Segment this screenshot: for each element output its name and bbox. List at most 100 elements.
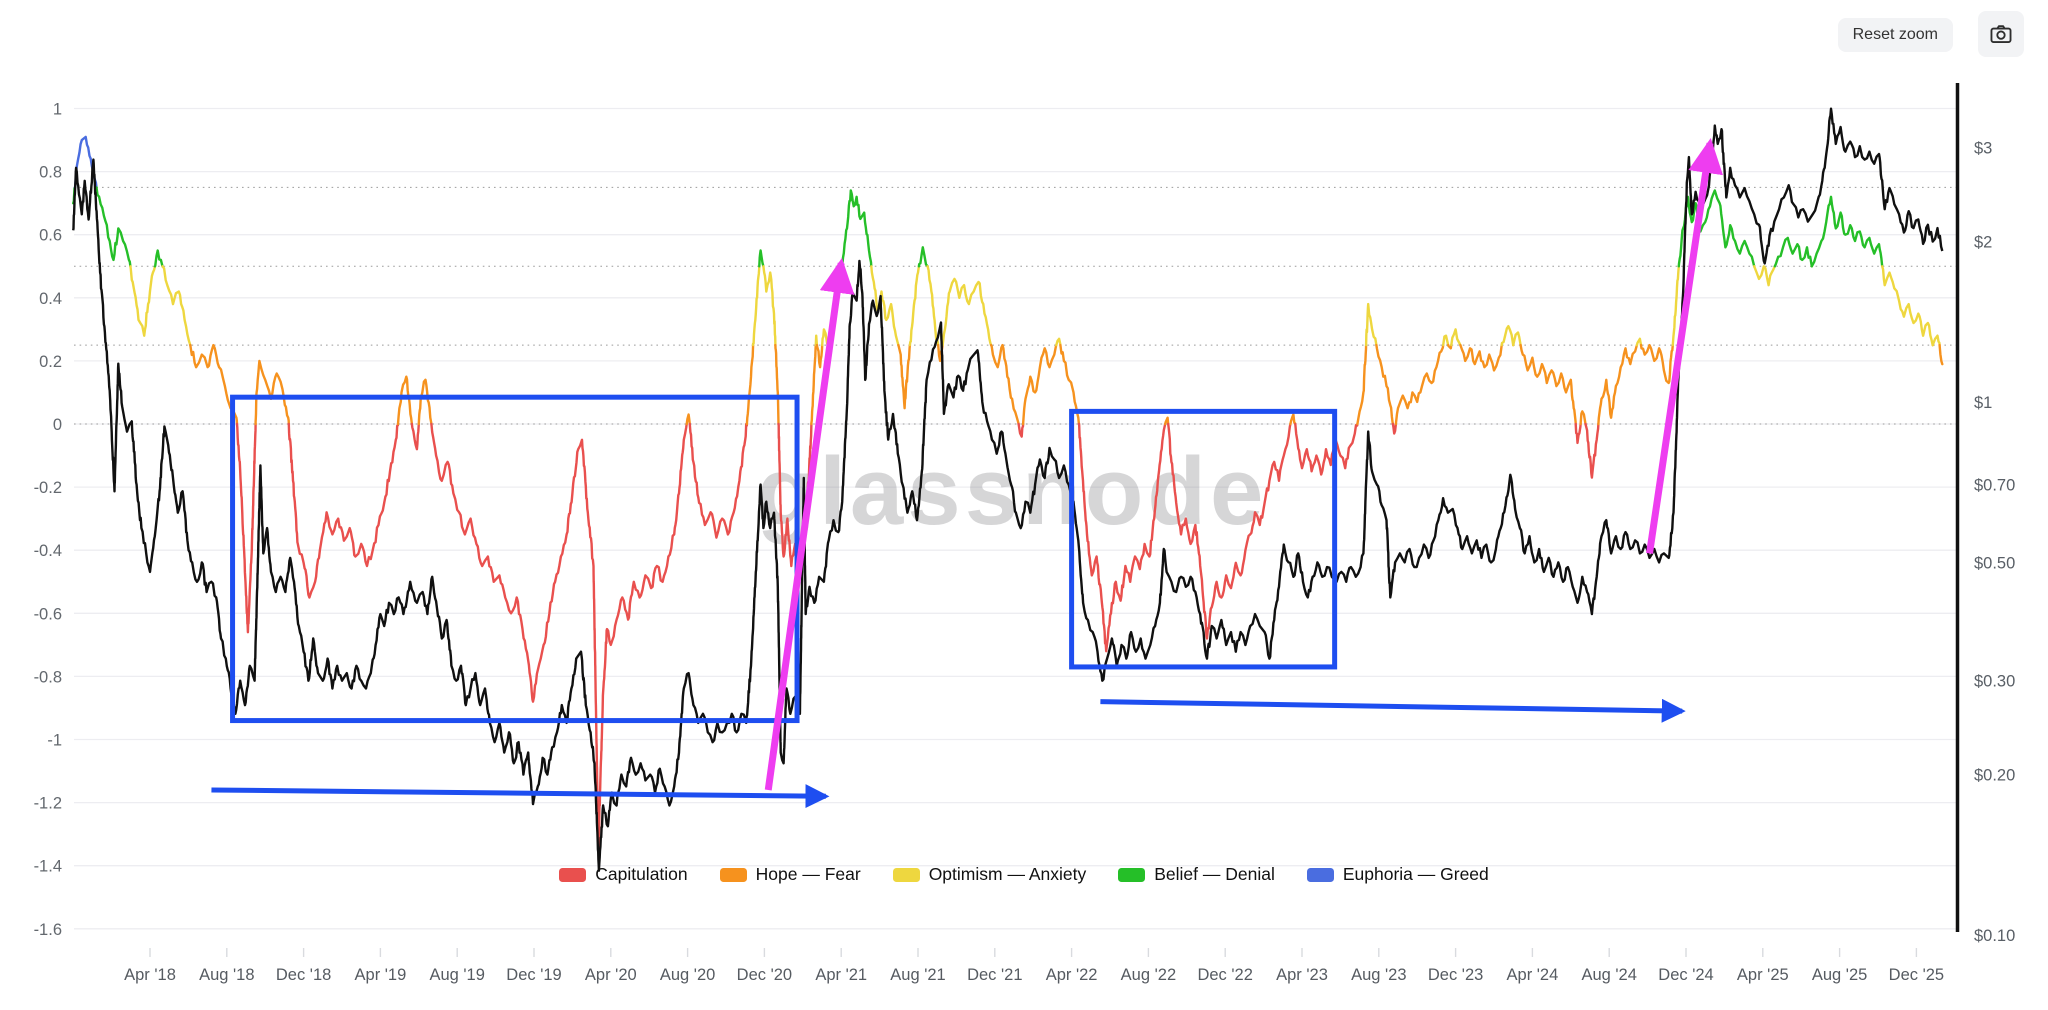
nupl-line-segment xyxy=(1810,195,1884,268)
nupl-line-segment xyxy=(189,343,239,426)
legend-label: Capitulation xyxy=(595,864,688,884)
nupl-line-segment xyxy=(1375,343,1395,426)
nupl-line-segment xyxy=(908,265,921,347)
nupl-line-segment xyxy=(1447,343,1453,350)
annotations-layer xyxy=(211,138,1723,809)
y-axis-left-label: -1.4 xyxy=(34,858,62,876)
y-axis-right-label: $0.70 xyxy=(1974,477,2015,495)
nupl-line-segment xyxy=(153,249,164,268)
nupl-line-segment xyxy=(1021,343,1058,426)
nupl-line-segment xyxy=(926,265,940,347)
annotation-arrow-right xyxy=(1100,698,1686,723)
y-axis-right-label: $0.10 xyxy=(1974,927,2015,945)
nupl-line-segment xyxy=(417,378,433,426)
legend-label: Belief — Denial xyxy=(1154,864,1275,884)
y-axis-left-label: -0.8 xyxy=(34,668,62,686)
nupl-line-segment xyxy=(1391,422,1398,435)
camera-icon xyxy=(1988,21,2014,47)
nupl-line-segment xyxy=(1519,343,1577,426)
nupl-line-segment xyxy=(1635,337,1643,347)
legend-label: Optimism — Anxiety xyxy=(928,864,1087,884)
x-axis-label: Dec '23 xyxy=(1428,966,1483,984)
legend-swatch xyxy=(1306,867,1334,882)
legend-item-1[interactable]: Capitulation xyxy=(559,864,688,885)
legend-label: Euphoria — Greed xyxy=(1342,864,1489,884)
x-axis-label: Aug '22 xyxy=(1121,966,1176,984)
chart-legend: Capitulation Hope — Fear Optimism — Anxiet… xyxy=(0,864,2048,885)
x-axis-label: Dec '21 xyxy=(967,966,1022,984)
legend-item-3[interactable]: Optimism — Anxiety xyxy=(892,864,1087,885)
y-axis-left-label: 0.4 xyxy=(39,290,62,308)
x-axis-label: Apr '24 xyxy=(1507,966,1559,984)
nupl-line-segment xyxy=(989,343,1020,426)
nupl-line-segment xyxy=(95,186,132,268)
nupl-line-segment xyxy=(751,265,761,347)
nupl-line-segment xyxy=(161,265,192,347)
y-axis-right-label: $2 xyxy=(1974,234,1992,252)
y-axis-left-label: -0.2 xyxy=(34,479,62,497)
x-axis-label: Dec '18 xyxy=(276,966,331,984)
annotation-arrow-up xyxy=(1646,138,1723,554)
reset-zoom-button[interactable]: Reset zoom xyxy=(1837,18,1953,52)
annotation-arrow-up xyxy=(764,257,855,791)
nupl-line-segment xyxy=(1671,265,1680,347)
x-axis-label: Aug '24 xyxy=(1581,966,1636,984)
x-axis-label: Aug '19 xyxy=(429,966,484,984)
nupl-line-segment xyxy=(1500,325,1515,347)
nupl-line-segment xyxy=(1294,422,1359,476)
x-axis-label: Dec '25 xyxy=(1889,966,1944,984)
nupl-line-segment xyxy=(745,343,755,426)
nupl-line-segment xyxy=(1017,422,1025,438)
nupl-line-segment xyxy=(1881,265,1934,347)
annotation-box xyxy=(1069,408,1338,670)
x-axis-label: Apr '19 xyxy=(355,966,407,984)
legend-swatch xyxy=(1118,867,1146,882)
nupl-line-segment xyxy=(810,343,817,426)
legend-swatch xyxy=(559,867,587,882)
x-axis-label: Apr '18 xyxy=(124,966,176,984)
nupl-line-segment xyxy=(815,343,824,369)
y-axis-left-label: -0.6 xyxy=(34,605,62,623)
nupl-line-segment xyxy=(758,249,765,268)
nupl-line-segment xyxy=(841,189,873,268)
camera-button[interactable] xyxy=(1978,11,2024,57)
legend-item-2[interactable]: Hope — Fear xyxy=(719,864,861,885)
nupl-line-segment xyxy=(287,422,400,599)
nupl-line-segment xyxy=(1364,302,1378,347)
nupl-line-segment xyxy=(1289,413,1297,426)
y-axis-right-label: $0.20 xyxy=(1974,767,2015,785)
y-axis-left-label: 0 xyxy=(53,416,62,434)
nupl-line-segment xyxy=(917,246,929,268)
nupl-line-segment xyxy=(1459,343,1503,372)
nupl-line-segment xyxy=(1077,422,1167,653)
x-axis-label: Aug '20 xyxy=(660,966,715,984)
x-axis-label: Apr '25 xyxy=(1737,966,1789,984)
nupl-line-segment xyxy=(762,265,777,347)
legend-item-4[interactable]: Belief — Denial xyxy=(1118,864,1275,885)
legend-swatch xyxy=(892,867,920,882)
nupl-line-segment xyxy=(1167,422,1292,640)
nupl-line-segment xyxy=(1394,343,1445,426)
nupl-line-segment xyxy=(1931,334,1941,347)
series-layer xyxy=(72,107,1944,872)
nupl-line-segment xyxy=(1639,343,1674,385)
x-axis-label: Aug '25 xyxy=(1812,966,1867,984)
y-axis-left-label: 1 xyxy=(53,101,62,119)
y-axis-right-label: $1 xyxy=(1974,394,1992,412)
x-axis-label: Dec '24 xyxy=(1658,966,1713,984)
glassnode-watermark: glassnode xyxy=(757,438,1268,545)
nupl-line-segment xyxy=(235,422,257,634)
x-axis-label: Dec '20 xyxy=(737,966,792,984)
nupl-line-segment xyxy=(1597,343,1639,426)
nupl-line-segment xyxy=(897,343,912,410)
nupl-line-segment xyxy=(1059,343,1081,426)
x-axis-label: Dec '19 xyxy=(506,966,561,984)
nupl-line-segment xyxy=(941,277,993,347)
price-line xyxy=(72,107,1944,872)
y-axis-left-label: 0.8 xyxy=(39,164,62,182)
nupl-line-segment xyxy=(685,413,691,426)
x-axis-label: Aug '18 xyxy=(199,966,254,984)
legend-item-5[interactable]: Euphoria — Greed xyxy=(1306,864,1489,885)
watermark-layer: glassnode xyxy=(757,438,1268,545)
